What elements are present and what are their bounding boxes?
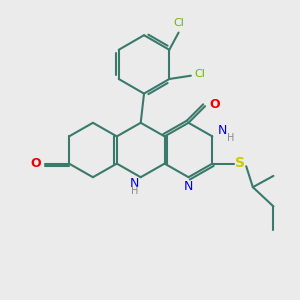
Text: Cl: Cl bbox=[174, 18, 185, 28]
Text: N: N bbox=[130, 177, 140, 190]
Text: H: H bbox=[226, 133, 234, 143]
Text: N: N bbox=[218, 124, 227, 137]
Text: S: S bbox=[235, 156, 245, 170]
Text: O: O bbox=[31, 157, 41, 170]
Text: O: O bbox=[209, 98, 220, 111]
Text: Cl: Cl bbox=[194, 69, 205, 79]
Text: N: N bbox=[184, 180, 193, 193]
Text: H: H bbox=[131, 186, 138, 196]
